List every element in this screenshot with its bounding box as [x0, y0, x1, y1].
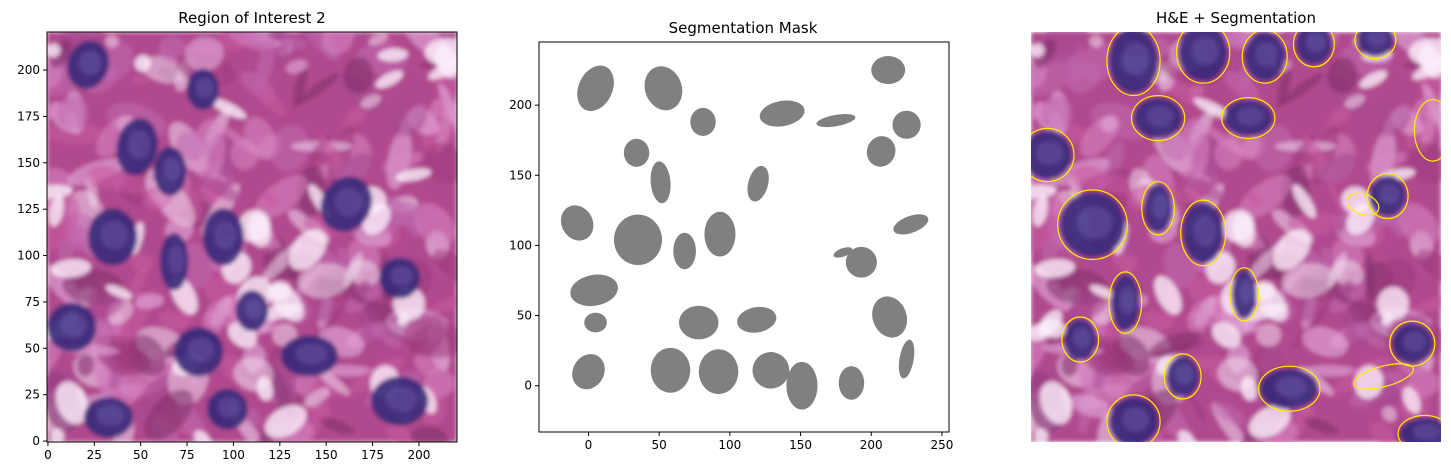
mask-blob: [570, 274, 618, 307]
y-tick-label: 0: [32, 434, 40, 448]
x-tick-label: 50: [133, 448, 148, 462]
nucleus-contour: [1221, 97, 1276, 140]
mask-blob: [845, 246, 877, 278]
y-tick-label: 175: [17, 109, 40, 123]
panel-roi: Region of Interest 2 0 25 50 75 100 125 150 175…: [17, 9, 458, 462]
axes-frame-mask: [538, 41, 950, 433]
x-tick-label: 50: [652, 438, 667, 452]
mask-blob: [786, 361, 818, 410]
x-tick-label: 75: [179, 448, 194, 462]
y-tick-label: 200: [17, 63, 40, 77]
y-tick-label: 100: [509, 238, 532, 252]
segmentation-contours: [1031, 32, 1441, 442]
nucleus-contour: [1413, 99, 1441, 162]
nucleus-contour: [1176, 32, 1231, 84]
mask-blob: [759, 100, 805, 127]
mask-blob: [650, 161, 671, 204]
mask-blob: [644, 66, 683, 111]
x-tick-label: 100: [222, 448, 245, 462]
y-tick-label: 75: [25, 295, 40, 309]
nucleus-contour: [1241, 32, 1288, 84]
mask-blob: [698, 349, 739, 395]
mask-blob: [747, 165, 769, 202]
mask-blob: [737, 306, 777, 333]
y-tick-label: 100: [17, 249, 40, 263]
mask-blob: [678, 305, 719, 340]
mask-blob: [623, 138, 650, 167]
mask-blob: [893, 214, 929, 235]
mask-blob: [872, 296, 908, 338]
mask-blob: [584, 312, 607, 333]
x-tick-label: 150: [789, 438, 812, 452]
axes-frame-roi: [46, 31, 458, 443]
mask-blob: [833, 247, 853, 258]
he-image-overlay: [1031, 32, 1441, 442]
nucleus-contour: [1031, 127, 1075, 183]
nucleus-contour: [1163, 353, 1202, 400]
x-tick-label: 0: [44, 448, 52, 462]
mask-blob: [673, 232, 696, 270]
x-tick-label: 25: [87, 448, 102, 462]
axis-ticks-roi: 0 25 50 75 100 125 150 175 200 0 25 50 75 100 125 150 17…: [17, 63, 430, 462]
nucleus-contour: [1130, 94, 1186, 142]
mask-blob: [871, 56, 906, 85]
nucleus-contour: [1108, 271, 1143, 334]
panel-title-roi: Region of Interest 2: [178, 9, 325, 27]
mask-blob: [577, 65, 614, 112]
mask-blob: [816, 114, 856, 128]
y-tick-label: 0: [524, 379, 532, 393]
panel-mask: Segmentation Mask 0 50 100 150 200 250 0 50 100 1…: [509, 19, 953, 452]
mask-blob: [892, 110, 921, 139]
mask-blob: [572, 354, 605, 390]
he-image-roi: [47, 32, 457, 442]
y-tick-label: 50: [517, 309, 532, 323]
panel-overlay: H&E + Segmentation: [1031, 9, 1441, 442]
mask-blob: [838, 366, 865, 400]
nucleus-contour: [1366, 172, 1409, 220]
nucleus-contour: [1229, 267, 1260, 322]
nucleus-contour: [1258, 365, 1321, 412]
nucleus-contour: [1106, 32, 1161, 97]
mask-blob: [560, 205, 594, 241]
x-tick-label: 200: [408, 448, 431, 462]
mask-blob: [704, 211, 736, 257]
nucleus-contour: [1057, 189, 1128, 261]
x-tick-label: 150: [315, 448, 338, 462]
x-tick-label: 125: [268, 448, 291, 462]
nucleus-contour: [1061, 316, 1100, 363]
panel-title-mask: Segmentation Mask: [669, 19, 818, 37]
mask-blob: [690, 107, 716, 136]
nucleus-contour: [1106, 394, 1161, 442]
nucleus-contour: [1292, 32, 1335, 68]
x-tick-label: 0: [585, 438, 593, 452]
nucleus-contour: [1346, 192, 1380, 216]
nucleus-contour: [1141, 181, 1176, 236]
nucleus-contour: [1354, 32, 1397, 60]
y-tick-label: 150: [509, 168, 532, 182]
y-tick-label: 200: [509, 98, 532, 112]
y-tick-label: 50: [25, 341, 40, 355]
panel-title-overlay: H&E + Segmentation: [1156, 9, 1316, 27]
y-tick-label: 150: [17, 156, 40, 170]
y-tick-label: 25: [25, 388, 40, 402]
nucleus-contour: [1180, 199, 1227, 267]
mask-blob: [752, 352, 790, 389]
x-tick-label: 200: [860, 438, 883, 452]
mask-blob: [650, 347, 691, 393]
x-tick-label: 175: [361, 448, 384, 462]
x-tick-label: 100: [718, 438, 741, 452]
mask-blob: [613, 214, 662, 266]
nucleus-contour: [1353, 363, 1414, 390]
x-tick-label: 250: [930, 438, 953, 452]
mask-blob: [866, 136, 896, 167]
axis-ticks-mask: 0 50 100 150 200 250 0 50 100 150 200: [509, 98, 953, 452]
mask-blobs: [560, 56, 929, 410]
nucleus-contour: [1397, 414, 1441, 442]
y-tick-label: 125: [17, 202, 40, 216]
mask-blob: [898, 339, 915, 379]
